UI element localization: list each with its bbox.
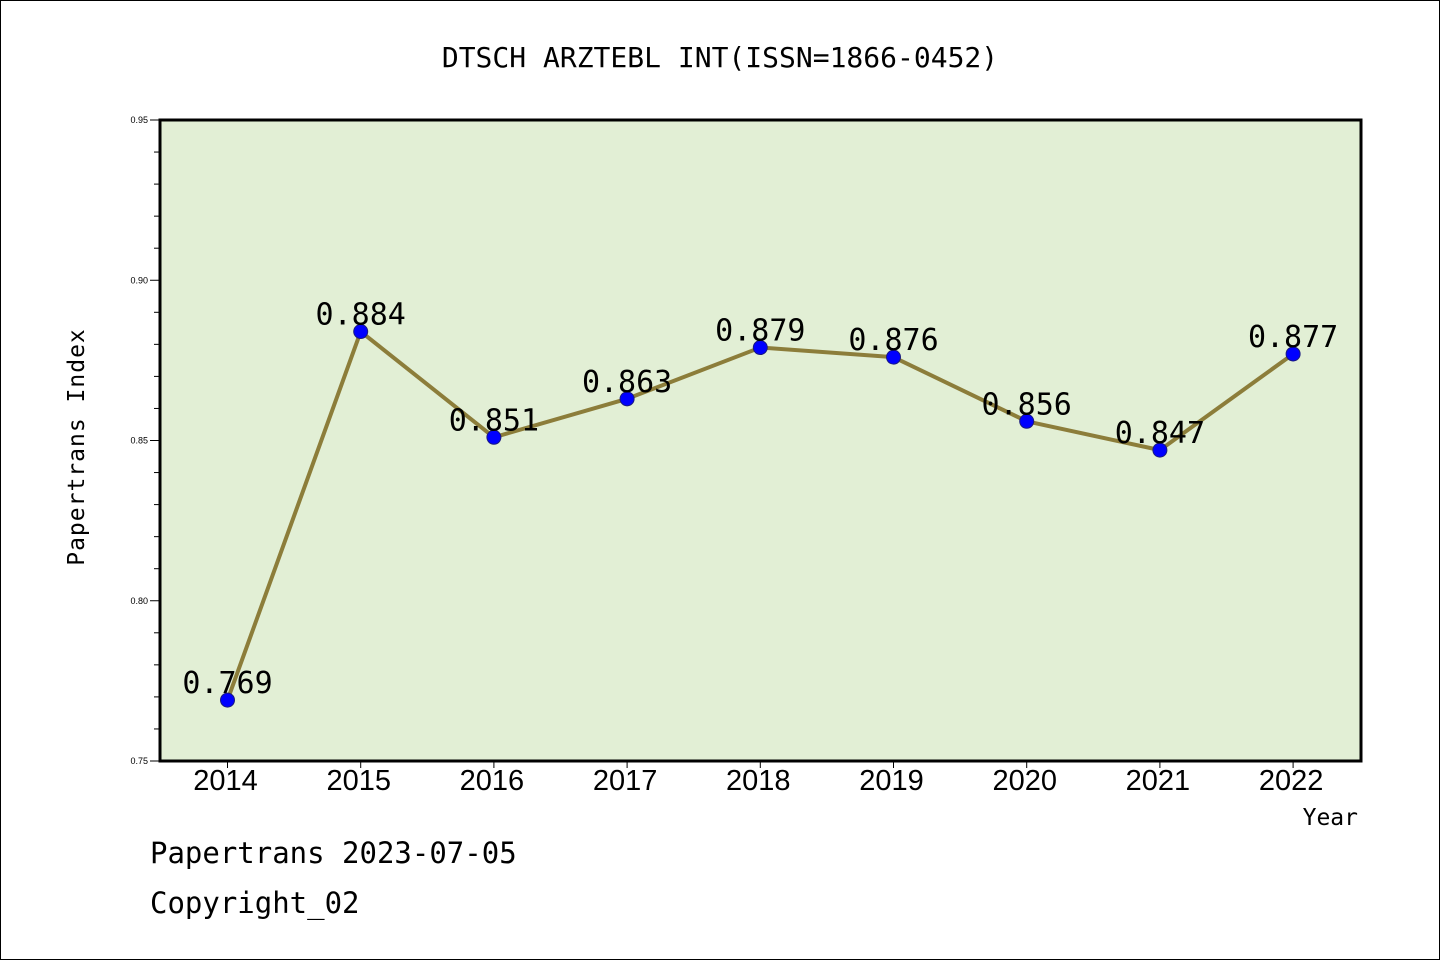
x-tick-label: 2022 xyxy=(1259,765,1324,797)
y-tick-label: 0.75 xyxy=(130,756,148,766)
x-tick-label: 2014 xyxy=(193,765,258,797)
series-layer: 0.769 0.884 0.851 0.863 0.879 0.876 0.856 0.847… xyxy=(182,298,1338,708)
chart-title: DTSCH ARZTEBL INT(ISSN=1866-0452) xyxy=(442,41,998,74)
data-point xyxy=(353,324,369,340)
data-label: 0.863 xyxy=(582,365,672,400)
x-axis: 2014 2015 2016 2017 2018 2019 2020 2021 2022 xyxy=(193,761,1323,797)
y-tick-label: 0.80 xyxy=(130,596,148,606)
footer-date: Papertrans 2023-07-05 xyxy=(150,836,517,870)
x-tick-label: 2017 xyxy=(593,765,658,797)
data-point xyxy=(752,340,768,356)
data-point xyxy=(486,429,502,445)
data-label: 0.851 xyxy=(449,403,539,438)
data-label: 0.847 xyxy=(1115,416,1205,451)
data-point xyxy=(1019,413,1035,429)
data-point xyxy=(220,692,235,708)
y-tick-label: 0.85 xyxy=(130,436,148,446)
x-tick-label: 2020 xyxy=(992,765,1057,797)
x-tick-label: 2016 xyxy=(460,765,525,797)
x-tick-label: 2015 xyxy=(326,765,391,797)
data-label: 0.877 xyxy=(1248,320,1338,355)
data-label: 0.884 xyxy=(316,298,406,333)
plot-area xyxy=(158,118,1363,763)
footer-copyright: Copyright_02 xyxy=(150,886,360,920)
data-label: 0.856 xyxy=(982,387,1072,422)
data-label: 0.879 xyxy=(715,314,805,349)
data-label: 0.769 xyxy=(182,666,272,701)
x-tick-label: 2019 xyxy=(859,765,924,797)
y-axis-label: Papertrans Index xyxy=(64,328,90,566)
data-label: 0.876 xyxy=(848,323,938,358)
x-tick-label: 2021 xyxy=(1126,765,1191,797)
x-tick-label: 2018 xyxy=(726,765,791,797)
y-tick-label: 0.90 xyxy=(130,275,148,285)
y-tick-label: 0.95 xyxy=(130,115,148,125)
x-axis-label: Year xyxy=(1303,805,1358,831)
y-axis: 0.75 0.80 0.85 0.90 0.95 xyxy=(130,115,160,766)
data-point xyxy=(886,349,901,365)
data-point xyxy=(619,391,635,407)
data-point xyxy=(1285,346,1301,362)
data-point xyxy=(1152,442,1168,458)
